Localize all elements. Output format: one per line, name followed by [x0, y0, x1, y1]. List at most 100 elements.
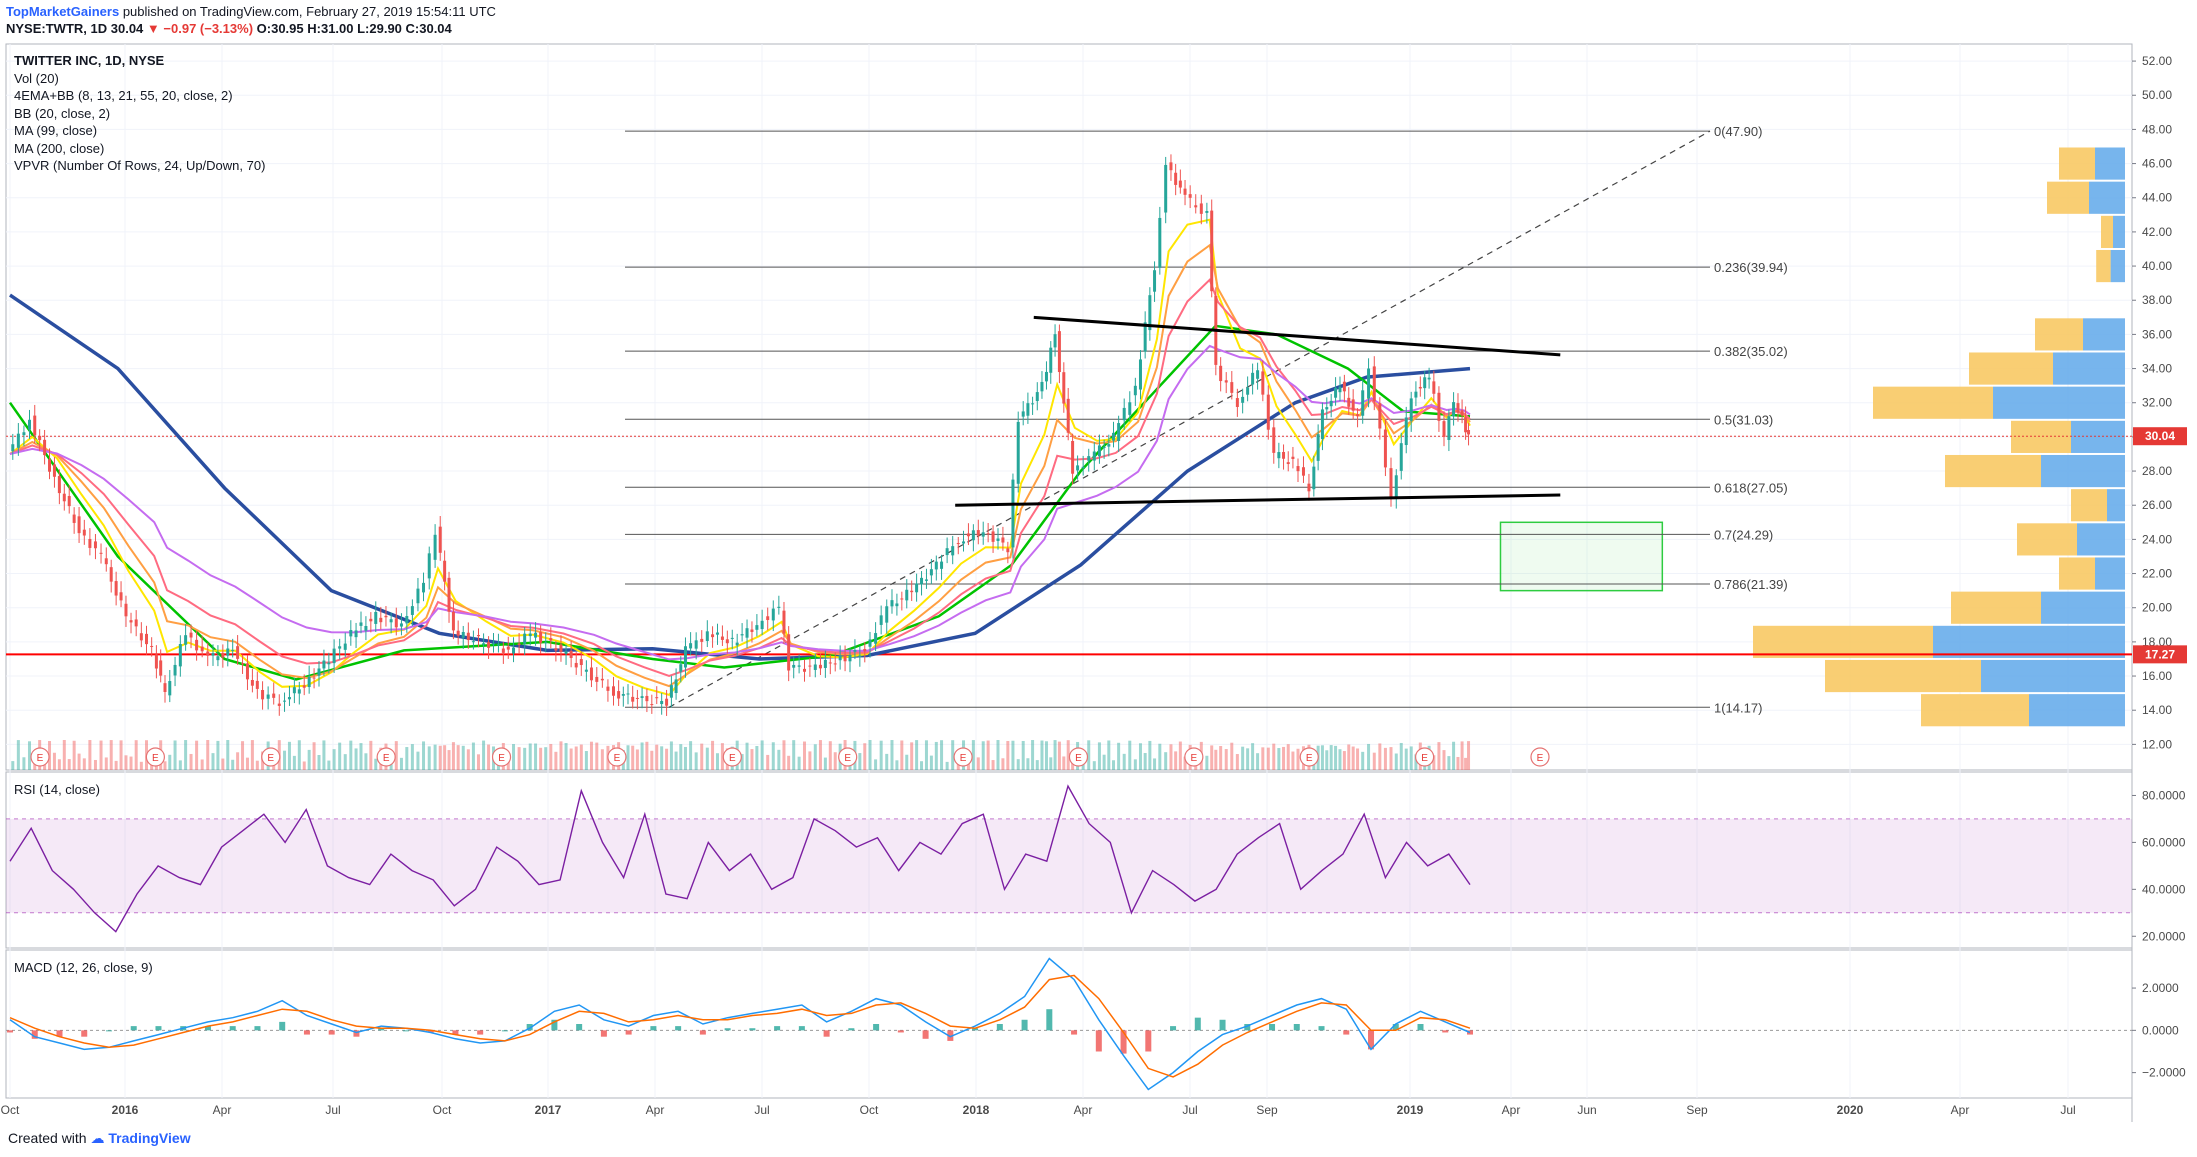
- macd-histogram-bar: [130, 1026, 137, 1031]
- volume-bar: [868, 740, 872, 770]
- candle-body: [506, 646, 510, 650]
- candle-body: [394, 618, 398, 628]
- indicator-legend: TWITTER INC, 1D, NYSE Vol (20) 4EMA+BB (…: [14, 52, 265, 175]
- candle-body: [1320, 409, 1324, 440]
- candle-body: [1219, 365, 1223, 382]
- volume-bar: [981, 741, 985, 770]
- macd-line: [9, 957, 1471, 1091]
- vpvr-down-bar: [2053, 352, 2125, 385]
- earnings-marker-icon: [145, 747, 165, 767]
- volume-bar: [1102, 754, 1106, 770]
- candle-body: [655, 697, 659, 699]
- legend-item-ma99[interactable]: MA (99, close): [14, 123, 98, 138]
- candle-body: [920, 577, 924, 585]
- earnings-marker-label: E: [1421, 753, 1428, 764]
- candle-body: [523, 633, 527, 644]
- volume-bar: [307, 749, 311, 770]
- candle-body: [154, 654, 158, 669]
- time-tick-label: Jul: [325, 1103, 340, 1117]
- volume-bar: [626, 745, 630, 770]
- candle-body: [1133, 385, 1137, 396]
- vpvr-down-bar: [2077, 523, 2125, 556]
- candle-body: [159, 660, 163, 676]
- volume-bar: [109, 740, 113, 770]
- volume-bar: [579, 744, 583, 770]
- volume-bar: [787, 755, 791, 770]
- macd-histogram-bar: [56, 1030, 63, 1037]
- price-tick-label: 28.00: [2142, 464, 2172, 478]
- candle-body: [302, 685, 306, 688]
- volume-bar: [119, 740, 123, 770]
- volume-bar: [1394, 753, 1398, 770]
- volume-bar: [915, 740, 919, 770]
- candle-body: [1021, 411, 1025, 417]
- candle-body: [885, 606, 889, 623]
- candle-body: [1301, 467, 1305, 476]
- earnings-marker-icon: [376, 747, 396, 767]
- candle-body: [1266, 394, 1270, 430]
- candle-body: [1296, 466, 1300, 472]
- candle-body: [1291, 456, 1295, 459]
- volume-bar: [241, 741, 245, 770]
- candle-body: [1081, 466, 1085, 469]
- candle-body: [307, 676, 311, 688]
- candle-body: [828, 662, 832, 664]
- macd-histogram-bar: [204, 1026, 211, 1031]
- legend-item-ma200[interactable]: MA (200, close): [14, 140, 105, 156]
- volume-bar: [549, 743, 553, 770]
- price-tick-label: 12.00: [2142, 737, 2172, 751]
- volume-bar: [517, 747, 521, 770]
- volume-bar: [1320, 745, 1324, 770]
- volume-bar: [534, 743, 538, 770]
- volume-bar: [1071, 761, 1075, 770]
- candle-body: [715, 632, 719, 635]
- macd-pane-frame: [5, 949, 2133, 1099]
- volume-bar: [67, 759, 71, 770]
- legend-item-volume[interactable]: Vol (20): [14, 70, 59, 86]
- candle-body: [241, 663, 245, 665]
- vpvr-up-bar: [1873, 386, 1993, 419]
- candle-body: [1256, 370, 1260, 379]
- volume-bar: [929, 755, 933, 770]
- volume-bar: [302, 761, 306, 770]
- volume-bar: [890, 740, 894, 770]
- volume-bar: [895, 760, 899, 770]
- candle-body: [874, 633, 878, 644]
- time-tick-label: Apr: [213, 1103, 232, 1117]
- vpvr-down-bar: [1981, 659, 2125, 693]
- legend-item-vpvr[interactable]: VPVR (Number Of Rows, 24, Up/Down, 70): [14, 158, 266, 173]
- volume-bar: [976, 757, 980, 770]
- candle-body: [833, 663, 837, 665]
- volume-bar: [1183, 756, 1187, 770]
- publisher-link[interactable]: TopMarketGainers: [6, 4, 120, 19]
- volume-bar: [322, 740, 326, 770]
- volume-bar: [700, 743, 704, 770]
- macd-pane-label[interactable]: MACD (12, 26, close, 9): [14, 960, 153, 975]
- footer-text: Created with: [8, 1130, 87, 1146]
- volume-bar: [669, 741, 673, 770]
- volume-bar: [1117, 742, 1121, 770]
- volume-bar: [858, 753, 862, 770]
- candle-body: [777, 606, 781, 608]
- rsi-tick-label: 20.0000: [2142, 929, 2186, 943]
- volume-bar: [250, 740, 254, 770]
- candle-body: [38, 435, 42, 441]
- legend-item-bb[interactable]: BB (20, close, 2): [14, 105, 111, 121]
- candle-body: [82, 529, 86, 536]
- volume-bar: [416, 751, 420, 770]
- volume-bar: [195, 740, 199, 770]
- volume-bar: [1049, 757, 1053, 770]
- legend-item-ema-bb[interactable]: 4EMA+BB (8, 13, 21, 55, 20, close, 2): [14, 88, 233, 103]
- volume-bar: [1361, 751, 1365, 770]
- candle-body: [1372, 366, 1376, 402]
- candle-body: [1001, 537, 1005, 543]
- rsi-pane-label[interactable]: RSI (14, close): [14, 782, 100, 797]
- volume-bar: [823, 757, 827, 770]
- candle-body: [1071, 440, 1075, 474]
- vpvr-down-bar: [2110, 249, 2125, 283]
- tradingview-link[interactable]: TradingView: [108, 1130, 191, 1146]
- volume-bar: [905, 754, 909, 770]
- candle-body: [1044, 371, 1048, 382]
- candle-body: [422, 582, 426, 593]
